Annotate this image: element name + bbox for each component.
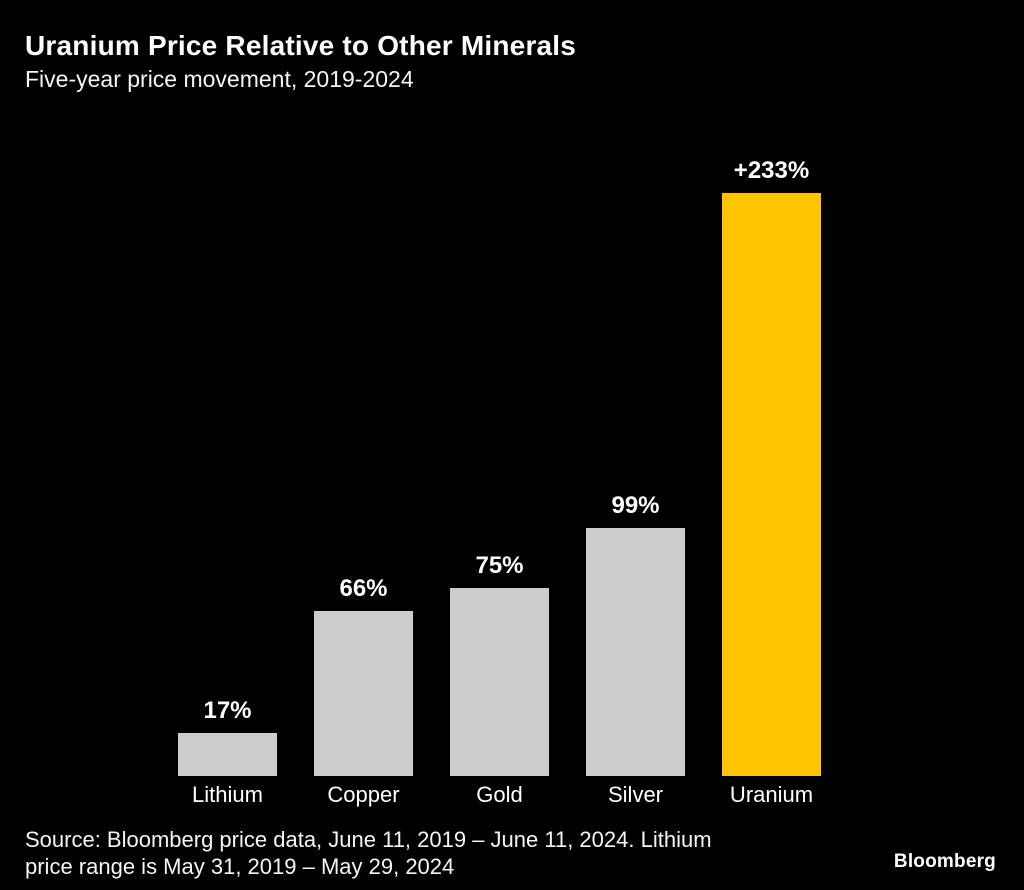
source-line-2: price range is May 31, 2019 – May 29, 20… (25, 854, 455, 879)
value-label-lithium: 17% (203, 697, 252, 724)
value-label-gold: 75% (475, 552, 524, 579)
source-line-1: Source: Bloomberg price data, June 11, 2… (25, 827, 712, 852)
value-label-copper: 66% (339, 575, 388, 602)
bar-uranium (722, 193, 821, 776)
category-label-copper: Copper (327, 782, 400, 807)
bar-chart-plot: 17% Lithium 66% Copper 75% Gold 99% Silver +233%… (178, 157, 821, 807)
chart-title: Uranium Price Relative to Other Minerals (25, 30, 577, 61)
chart-subtitle: Five-year price movement, 2019-2024 (25, 66, 414, 92)
bar-silver (586, 528, 685, 776)
category-label-silver: Silver (607, 782, 664, 807)
source-note: Source: Bloomberg price data, June 11, 2… (25, 826, 712, 880)
category-label-lithium: Lithium (192, 782, 263, 807)
bar-copper (314, 611, 413, 776)
bar-lithium (178, 733, 277, 776)
bar-gold (450, 588, 549, 776)
category-label-uranium: Uranium (729, 782, 814, 807)
bloomberg-logo: Bloomberg (893, 851, 996, 872)
header: Uranium Price Relative to Other Minerals… (25, 30, 576, 93)
value-label-silver: 99% (611, 492, 660, 519)
value-label-uranium: +233% (733, 157, 810, 184)
category-label-gold: Gold (476, 782, 523, 807)
